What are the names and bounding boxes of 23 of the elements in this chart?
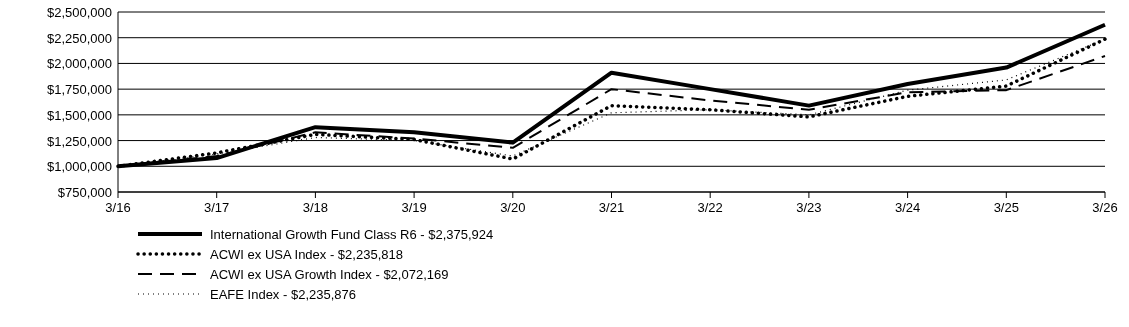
x-tick-label: 3/18 xyxy=(302,200,329,215)
y-tick-label: $1,250,000 xyxy=(46,133,112,149)
x-tick-label: 3/21 xyxy=(598,200,625,215)
legend-label: ACWI ex USA Growth Index - $2,072,169 xyxy=(210,267,449,282)
x-tick-label: 3/19 xyxy=(401,200,427,215)
x-tick-label: 3/22 xyxy=(697,200,723,215)
y-tick-label: $1,500,000 xyxy=(46,107,112,123)
y-tick-label: $2,500,000 xyxy=(46,5,112,20)
x-tick-label: 3/24 xyxy=(894,200,921,215)
x-tick-label: 3/23 xyxy=(796,200,822,215)
y-tick-label: $750,000 xyxy=(57,185,112,200)
y-tick-label: $1,750,000 xyxy=(46,82,112,98)
x-tick-label: 3/20 xyxy=(500,200,526,215)
legend-label: ACWI ex USA Index - $2,235,818 xyxy=(210,247,403,262)
x-tick-label: 3/16 xyxy=(105,200,131,215)
legend-label: EAFE Index - $2,235,876 xyxy=(210,287,356,302)
y-tick-label: $2,000,000 xyxy=(46,56,112,72)
y-tick-label: $2,250,000 xyxy=(46,30,112,46)
x-tick-label: 3/17 xyxy=(204,200,230,215)
x-tick-label: 3/25 xyxy=(993,200,1019,215)
legend-label: International Growth Fund Class R6 - $2,375,924 xyxy=(210,227,494,242)
x-tick-label: 3/26 xyxy=(1092,200,1118,215)
y-tick-label: $1,000,000 xyxy=(46,159,112,175)
